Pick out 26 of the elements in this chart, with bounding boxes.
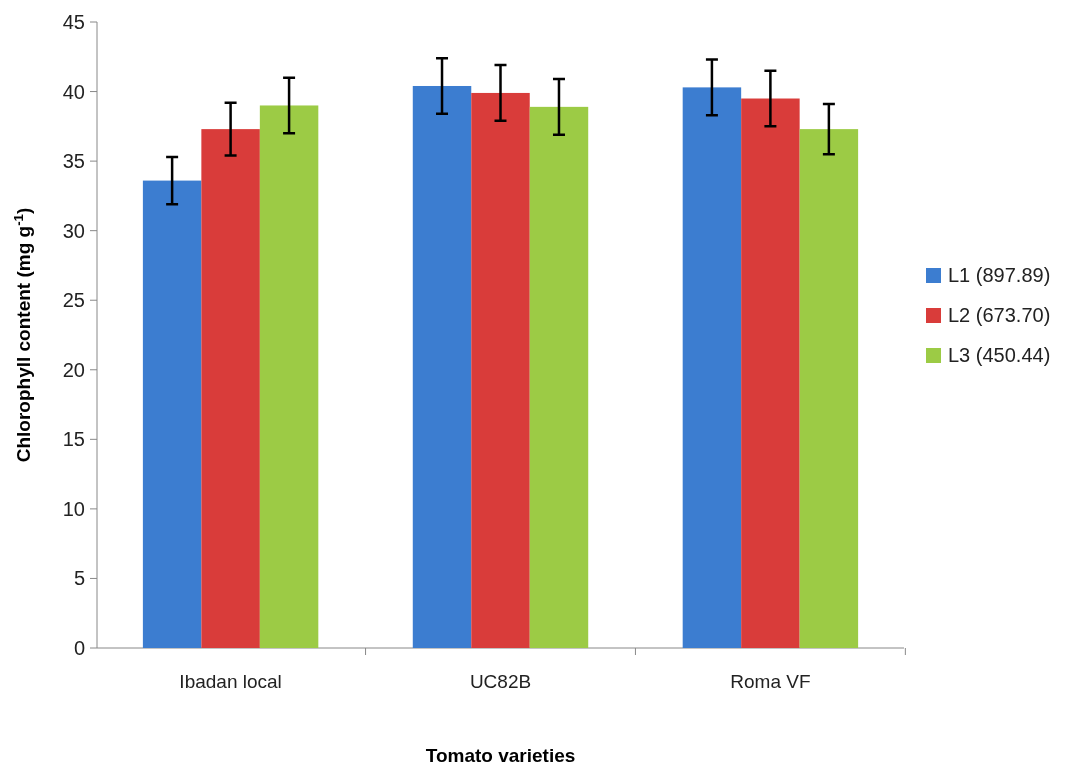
bar — [412, 85, 472, 648]
bar — [529, 106, 589, 648]
y-tick-label: 5 — [73, 567, 85, 590]
bar — [471, 92, 530, 648]
y-tick-label: 20 — [62, 358, 85, 381]
bar — [682, 87, 742, 648]
y-tick-label: 0 — [73, 637, 85, 659]
y-tick-label: 15 — [62, 428, 85, 451]
legend-label: L2 (673.70) — [948, 304, 1051, 326]
y-tick-label: 40 — [62, 80, 85, 103]
x-tick-label: Roma VF — [730, 671, 811, 692]
x-axis-title: Tomato varieties — [425, 745, 576, 766]
y-tick-label: 30 — [62, 219, 85, 242]
y-tick-label: 25 — [62, 289, 85, 312]
y-tick-label: 10 — [62, 497, 85, 520]
y-tick-label: 35 — [62, 150, 85, 173]
bar — [142, 180, 202, 648]
bar — [741, 98, 800, 648]
legend-label: L1 (897.89) — [948, 264, 1051, 286]
bar — [259, 105, 319, 648]
y-tick-label: 45 — [62, 11, 85, 33]
legend-label: L3 (450.44) — [948, 344, 1051, 366]
bar — [201, 129, 260, 648]
x-tick-label: Ibadan local — [179, 671, 282, 692]
bar — [799, 129, 859, 648]
x-tick-label: UC82B — [469, 671, 532, 692]
